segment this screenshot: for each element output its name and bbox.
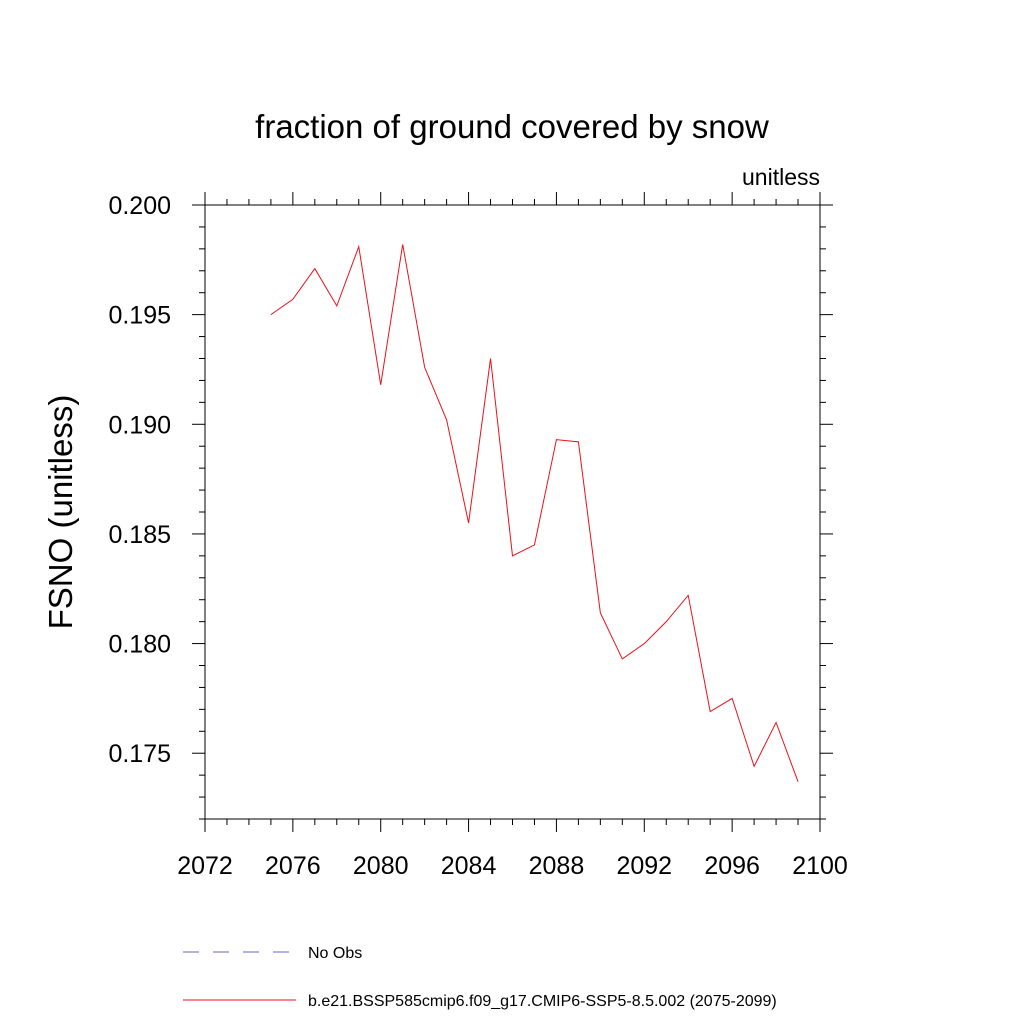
data-series <box>270 244 799 782</box>
x-tick-label: 2084 <box>441 852 497 880</box>
axis-tick-labels: 2072 2076 2080 2084 2088 2092 2096 2100 0.175 0.1… <box>108 192 847 880</box>
x-tick-label: 2076 <box>265 852 321 880</box>
series-line-1 <box>270 244 799 782</box>
y-tick-label: 0.180 <box>108 631 171 659</box>
chart-title: fraction of ground covered by snow <box>255 108 769 145</box>
legend: No Obs b.e21.BSSP585cmip6.f09_g17.CMIP6-S… <box>183 945 777 1010</box>
y-axis-label: FSNO (unitless) <box>42 395 79 630</box>
legend-label-1: b.e21.BSSP585cmip6.f09_g17.CMIP6-SSP5-8.… <box>308 993 777 1010</box>
legend-label-0: No Obs <box>308 945 362 962</box>
y-tick-label: 0.175 <box>108 740 171 768</box>
x-tick-label: 2096 <box>704 852 760 880</box>
y-tick-label: 0.185 <box>108 521 171 549</box>
y-tick-label: 0.195 <box>108 302 171 330</box>
plot-frame <box>204 204 821 820</box>
axis-ticks <box>192 192 833 832</box>
chart-units: unitless <box>742 164 820 190</box>
x-tick-label: 2080 <box>353 852 409 880</box>
x-tick-label: 2072 <box>177 852 233 880</box>
x-tick-label: 2100 <box>792 852 848 880</box>
y-tick-label: 0.190 <box>108 411 171 439</box>
y-tick-label: 0.200 <box>108 192 171 220</box>
x-tick-label: 2092 <box>616 852 672 880</box>
x-tick-label: 2088 <box>529 852 585 880</box>
